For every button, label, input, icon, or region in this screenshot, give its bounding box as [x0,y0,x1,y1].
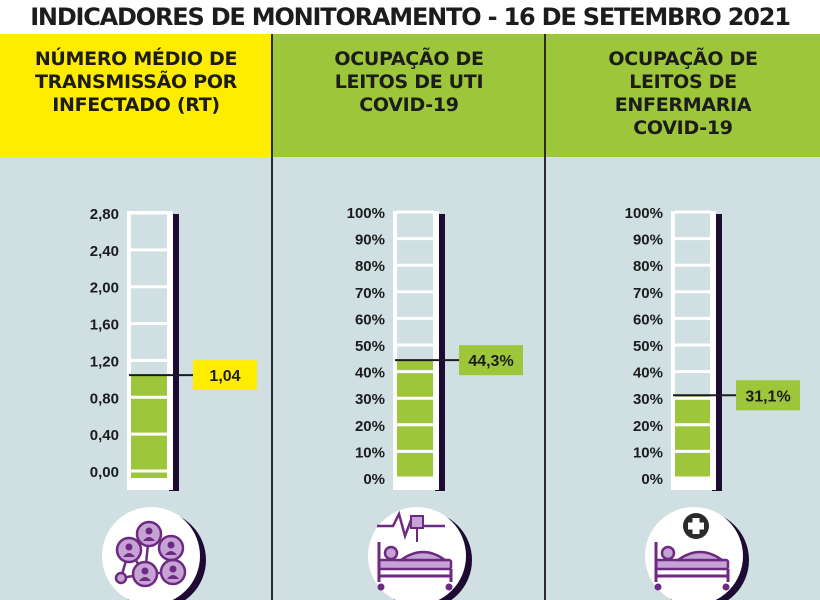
panel-enfermaria: OCUPAÇÃO DE LEITOS DE ENFERMARIA COVID-1… [546,34,820,600]
tube-shadow [435,214,445,491]
tick-label: 100% [347,205,385,222]
panel-rt: NÚMERO MÉDIO DE TRANSMISSÃO POR INFECTAD… [0,34,272,600]
tick-label: 70% [633,285,663,302]
main-title: INDICADORES DE MONITORAMENTO - 16 DE SET… [30,3,791,31]
tick-label: 0,00 [90,464,119,481]
panel-header-uti: OCUPAÇÃO DE LEITOS DE UTI COVID-19 [273,34,545,157]
tick-label: 1,20 [90,353,119,370]
tick-label: 50% [633,338,663,355]
panel-title-rt: NÚMERO MÉDIO DE TRANSMISSÃO POR INFECTAD… [34,48,238,116]
tick-label: 20% [633,418,663,435]
icu-bed-icon [377,510,453,591]
panel-title-enfermaria: OCUPAÇÃO DE LEITOS DE ENFERMARIA COVID-1… [608,48,758,139]
value-box [736,380,800,411]
tick-label: 2,80 [90,206,119,223]
panel-uti: OCUPAÇÃO DE LEITOS DE UTI COVID-19 100% 9… [273,34,545,600]
thermometer-rt: 2,80 2,40 2,00 1,60 1,20 0,80 0,40 0,00 1,04 [90,206,257,600]
tick-label: 0,40 [90,427,119,444]
thermometer-fill [675,395,710,478]
tube-shadow [169,214,179,491]
tick-label: 50% [355,338,385,355]
tick-label: 20% [355,418,385,435]
tick-label: 2,00 [90,280,119,297]
thermometer-fill [397,360,433,478]
panel-header-rt: NÚMERO MÉDIO DE TRANSMISSÃO POR INFECTAD… [0,34,272,157]
tick-label: 90% [355,232,385,249]
tick-label: 40% [633,365,663,382]
tube-shadow [712,214,722,491]
panel-title-uti: OCUPAÇÃO DE LEITOS DE UTI COVID-19 [334,48,484,116]
tick-label: 80% [633,258,663,275]
thermometer-uti: 100% 90% 80% 70% 60% 50% 40% 30% 20% 10% 0% 44,3% [347,205,523,600]
ward-bed-icon [654,513,730,591]
tick-label: 0% [641,471,663,488]
thermometer-fill [131,375,167,478]
tick-label: 60% [633,311,663,328]
panel-divider [271,34,273,600]
panel-divider [544,34,546,600]
panel-header-enfermaria: OCUPAÇÃO DE LEITOS DE ENFERMARIA COVID-1… [546,34,820,157]
network-people-icon [114,520,187,588]
value-label: 1,04 [209,368,240,385]
tick-label: 100% [625,205,663,222]
tick-label: 40% [355,365,385,382]
tick-label: 90% [633,232,663,249]
value-label: 31,1% [745,388,790,405]
tick-label: 0,80 [90,390,119,407]
tick-label: 60% [355,311,385,328]
tick-label: 10% [633,444,663,461]
value-box [193,360,257,391]
tick-label: 30% [633,391,663,408]
value-box [459,345,523,376]
value-label: 44,3% [468,353,513,370]
thermometer-enfermaria: 100% 90% 80% 70% 60% 50% 40% 30% 20% 10% 0% 31,1% [625,205,800,600]
tick-label: 10% [355,444,385,461]
tick-label: 1,60 [90,317,119,334]
tick-label: 2,40 [90,243,119,260]
tick-label: 30% [355,391,385,408]
tick-label: 0% [363,471,385,488]
tick-label: 70% [355,285,385,302]
tick-label: 80% [355,258,385,275]
